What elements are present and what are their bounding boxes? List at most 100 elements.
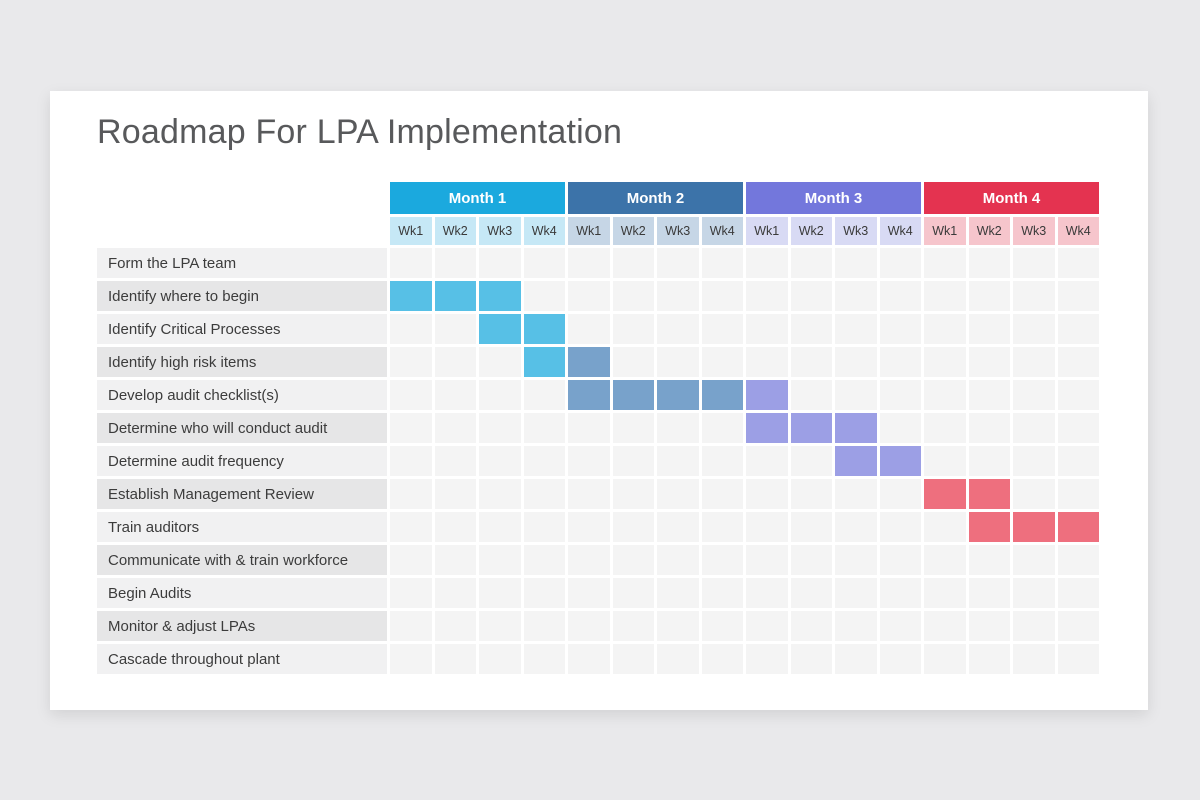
gantt-bar-cell bbox=[879, 446, 921, 476]
month-header-1: Month 1 bbox=[390, 182, 565, 214]
gantt-cell bbox=[701, 347, 743, 377]
gantt-cell bbox=[746, 248, 788, 278]
week-header-cell: Wk3 bbox=[1013, 217, 1055, 245]
gantt-cell bbox=[746, 545, 788, 575]
gantt-cell bbox=[1057, 611, 1099, 641]
task-label: Form the LPA team bbox=[97, 248, 387, 278]
month-header-2: Month 2 bbox=[568, 182, 743, 214]
gantt-cell bbox=[924, 611, 966, 641]
gantt-cell bbox=[701, 644, 743, 674]
month-header-4: Month 4 bbox=[924, 182, 1099, 214]
gantt-cell bbox=[612, 314, 654, 344]
gantt-cell bbox=[612, 479, 654, 509]
gantt-cell bbox=[1013, 281, 1055, 311]
gantt-cell bbox=[879, 644, 921, 674]
gantt-cell bbox=[568, 545, 610, 575]
gantt-cell bbox=[1057, 479, 1099, 509]
gantt-cell bbox=[746, 347, 788, 377]
gantt-cell bbox=[879, 413, 921, 443]
gantt-cell bbox=[835, 380, 877, 410]
gantt-cell bbox=[968, 314, 1010, 344]
gantt-cell bbox=[790, 314, 832, 344]
gantt-cell bbox=[1013, 545, 1055, 575]
gantt-cell bbox=[701, 413, 743, 443]
week-header-cell: Wk1 bbox=[390, 217, 432, 245]
gantt-cell bbox=[924, 413, 966, 443]
gantt-cell bbox=[924, 446, 966, 476]
gantt-cell bbox=[523, 512, 565, 542]
gantt-cell bbox=[1013, 644, 1055, 674]
gantt-cell bbox=[390, 413, 432, 443]
gantt-cell bbox=[1013, 446, 1055, 476]
gantt-cell bbox=[523, 248, 565, 278]
gantt-cell bbox=[879, 512, 921, 542]
task-label: Determine audit frequency bbox=[97, 446, 387, 476]
gantt-cell bbox=[879, 281, 921, 311]
gantt-cell bbox=[879, 314, 921, 344]
gantt-bar-cell bbox=[612, 380, 654, 410]
week-header-cell: Wk1 bbox=[568, 217, 610, 245]
gantt-cell bbox=[968, 446, 1010, 476]
gantt-cell bbox=[746, 578, 788, 608]
gantt-cell bbox=[790, 545, 832, 575]
gantt-cell bbox=[612, 545, 654, 575]
gantt-cell bbox=[1013, 314, 1055, 344]
gantt-cell bbox=[968, 578, 1010, 608]
gantt-cell bbox=[1057, 380, 1099, 410]
gantt-cell bbox=[479, 248, 521, 278]
gantt-bar-cell bbox=[968, 479, 1010, 509]
gantt-cell bbox=[479, 479, 521, 509]
gantt-cell bbox=[612, 281, 654, 311]
gantt-cell bbox=[434, 545, 476, 575]
gantt-cell bbox=[390, 512, 432, 542]
gantt-cell bbox=[612, 611, 654, 641]
gantt-cell bbox=[1013, 248, 1055, 278]
task-label: Begin Audits bbox=[97, 578, 387, 608]
gantt-cell bbox=[968, 248, 1010, 278]
gantt-cell bbox=[1057, 545, 1099, 575]
gantt-chart: Month 1 Month 2 Month 3 Month 4 Wk1 Wk2 Wk3 Wk4… bbox=[97, 182, 1099, 674]
week-header-cell: Wk1 bbox=[924, 217, 966, 245]
gantt-cell bbox=[968, 545, 1010, 575]
gantt-cell bbox=[568, 644, 610, 674]
gantt-cell bbox=[835, 545, 877, 575]
gantt-cell bbox=[879, 380, 921, 410]
week-header-cell: Wk3 bbox=[479, 217, 521, 245]
gantt-bar-cell bbox=[657, 380, 699, 410]
gantt-cell bbox=[924, 512, 966, 542]
gantt-cell bbox=[968, 413, 1010, 443]
gantt-cell bbox=[790, 578, 832, 608]
gantt-cell bbox=[568, 314, 610, 344]
gantt-cell bbox=[968, 347, 1010, 377]
gantt-cell bbox=[924, 281, 966, 311]
gantt-cell bbox=[434, 347, 476, 377]
gantt-cell bbox=[434, 611, 476, 641]
gantt-cell bbox=[479, 512, 521, 542]
gantt-cell bbox=[1057, 413, 1099, 443]
gantt-cell bbox=[879, 479, 921, 509]
gantt-cell bbox=[701, 314, 743, 344]
gantt-cell bbox=[1013, 413, 1055, 443]
gantt-cell bbox=[924, 578, 966, 608]
gantt-bar-cell bbox=[523, 314, 565, 344]
gantt-cell bbox=[434, 644, 476, 674]
gantt-cell bbox=[835, 644, 877, 674]
gantt-cell bbox=[1013, 611, 1055, 641]
page-title: Roadmap For LPA Implementation bbox=[97, 113, 623, 151]
task-label: Determine who will conduct audit bbox=[97, 413, 387, 443]
gantt-cell bbox=[701, 578, 743, 608]
gantt-cell bbox=[835, 578, 877, 608]
gantt-cell bbox=[701, 611, 743, 641]
gantt-cell bbox=[657, 578, 699, 608]
gantt-bar-cell bbox=[968, 512, 1010, 542]
gantt-cell bbox=[612, 512, 654, 542]
gantt-cell bbox=[924, 380, 966, 410]
gantt-cell bbox=[434, 248, 476, 278]
gantt-cell bbox=[568, 413, 610, 443]
gantt-cell bbox=[1013, 380, 1055, 410]
gantt-cell bbox=[968, 644, 1010, 674]
task-label: Train auditors bbox=[97, 512, 387, 542]
gantt-cell bbox=[523, 281, 565, 311]
gantt-cell bbox=[523, 380, 565, 410]
gantt-cell bbox=[879, 578, 921, 608]
